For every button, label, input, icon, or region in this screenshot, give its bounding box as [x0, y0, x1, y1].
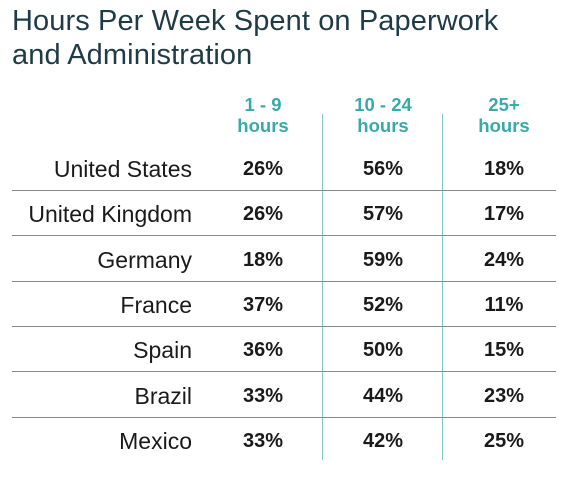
row-label: Mexico	[119, 427, 192, 454]
table-cell: 50%	[362, 339, 404, 362]
table-cell: 25%	[483, 429, 525, 452]
table-cell: 52%	[362, 293, 404, 316]
column-header-2: 10 - 24 hours	[323, 94, 443, 136]
column-divider	[442, 114, 443, 460]
table-cell: 44%	[362, 384, 404, 407]
table-cell: 11%	[484, 293, 524, 316]
table-cell: 56%	[362, 158, 404, 180]
table-cell: 36%	[242, 339, 284, 362]
column-header-range: 10 - 24	[354, 94, 412, 115]
row-separator	[12, 326, 556, 327]
table-cell: 24%	[483, 248, 525, 271]
table-cell: 37%	[242, 293, 284, 316]
column-header-unit: hours	[237, 115, 289, 136]
row-label: United Kingdom	[28, 201, 192, 228]
column-header-unit: hours	[357, 115, 409, 136]
column-header-range: 25+	[488, 94, 520, 115]
chart-title: Hours Per Week Spent on Paperwork and Ad…	[12, 4, 572, 72]
column-header-unit: hours	[478, 115, 530, 136]
table-cell: 26%	[242, 158, 284, 180]
table-cell: 57%	[362, 203, 404, 226]
table-cell: 26%	[242, 203, 284, 226]
chart-title-line-1: Hours Per Week Spent on Paperwork	[12, 5, 499, 37]
row-label: United States	[53, 156, 192, 182]
table-cell: 33%	[242, 384, 284, 407]
row-label: Germany	[97, 246, 192, 273]
row-label: Spain	[133, 337, 192, 364]
table-cell: 59%	[362, 248, 404, 271]
row-label: France	[120, 291, 192, 318]
table-cell: 17%	[483, 203, 525, 226]
column-header-1: 1 - 9 hours	[203, 94, 323, 136]
row-separator	[12, 371, 556, 372]
table-cell: 42%	[362, 429, 404, 452]
table-cell: 33%	[242, 429, 284, 452]
chart-title-line-2: and Administration	[12, 39, 253, 71]
row-separator	[12, 417, 556, 418]
table-cell: 23%	[483, 384, 525, 407]
column-header-range: 1 - 9	[244, 94, 282, 115]
row-label: Brazil	[134, 382, 192, 409]
row-separator	[12, 281, 556, 282]
table-cell: 15%	[483, 339, 525, 362]
row-separator	[12, 235, 556, 236]
column-divider	[322, 114, 323, 460]
column-header-3: 25+ hours	[444, 94, 564, 136]
table-cell: 18%	[242, 248, 284, 271]
row-separator	[12, 190, 556, 191]
table-cell: 18%	[483, 158, 525, 180]
